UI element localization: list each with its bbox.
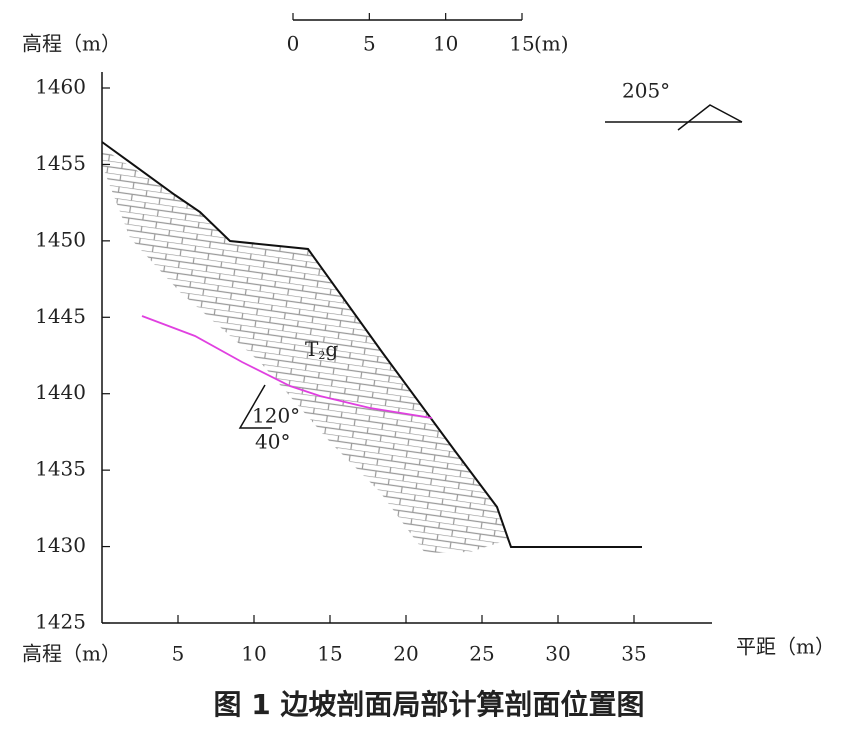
y-tick-label: 1450: [35, 227, 86, 251]
strike-symbol: [677, 104, 743, 131]
x-tick-label: 35: [621, 642, 646, 666]
x-tick-label: 10: [241, 642, 266, 666]
formation-sub: 2: [318, 349, 325, 362]
y-tick-label: 1440: [35, 380, 86, 404]
x-axis-left-label: 高程（m）: [22, 642, 121, 666]
dip-direction: 120°: [252, 404, 300, 428]
strike-label: 205°: [622, 79, 670, 103]
scale-tick-label: 10: [433, 32, 458, 56]
x-tick-label: 25: [469, 642, 494, 666]
y-tick-label: 1455: [35, 151, 86, 175]
y-axis-label: 高程（m）: [22, 32, 121, 56]
scale-tick-label: 0: [287, 32, 300, 56]
scale-tick-label: 15: [509, 32, 534, 56]
y-tick-label: 1425: [35, 610, 86, 634]
limestone-hatch: [102, 148, 508, 553]
y-tick-label: 1445: [35, 304, 86, 328]
scale-unit: (m): [534, 32, 569, 56]
x-tick-label: 5: [172, 642, 185, 666]
slope-profile: [101, 141, 642, 548]
x-tick-label: 20: [393, 642, 418, 666]
dip-angle: 40°: [255, 430, 290, 454]
dip-symbol: [238, 384, 272, 429]
formation-main: T: [305, 337, 319, 361]
caption: 图 1 边坡剖面局部计算剖面位置图: [214, 688, 645, 721]
y-tick-label: 1435: [35, 457, 86, 481]
y-tick-label: 1430: [35, 533, 86, 557]
formation-label: T2g: [305, 337, 338, 363]
x-axis-label: 平距（m）: [736, 635, 835, 659]
slip-surface: [141, 315, 433, 419]
x-tick-label: 15: [317, 642, 342, 666]
formation-suffix: g: [325, 337, 338, 361]
y-tick-label: 1460: [35, 75, 86, 99]
x-tick-label: 30: [545, 642, 570, 666]
scale-tick-label: 5: [363, 32, 376, 56]
